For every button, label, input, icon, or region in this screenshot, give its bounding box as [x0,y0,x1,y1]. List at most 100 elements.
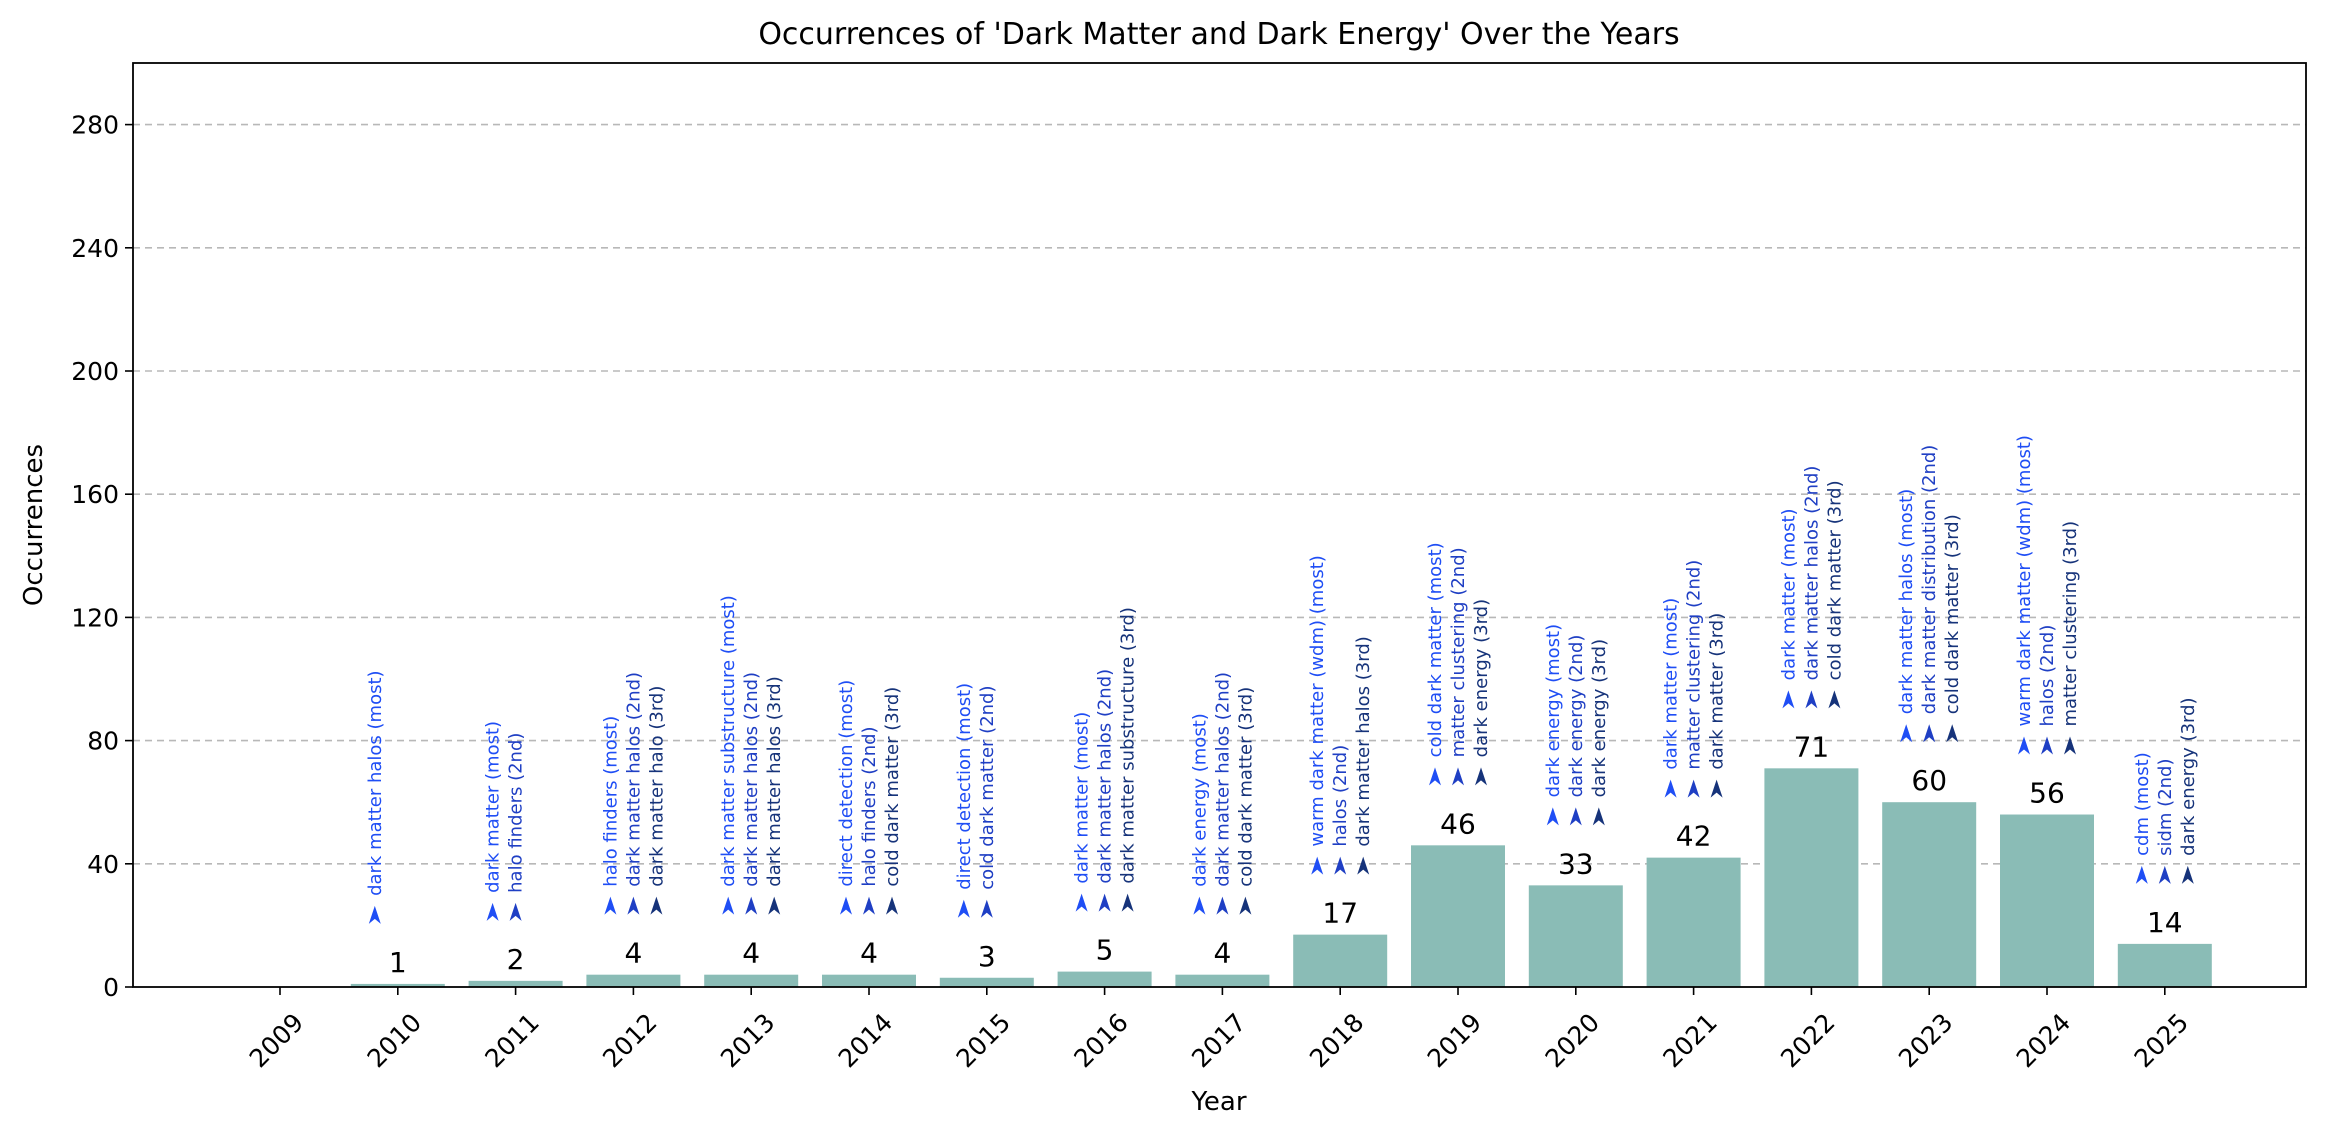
bar-value-label: 33 [1558,847,1594,880]
y-tick-label: 80 [87,727,119,756]
term-annotation: dark energy (most) [1189,713,1210,886]
y-axis: 0 40 80 120 160 200 240 280 [71,111,133,1002]
bar-value-label: 4 [742,937,760,970]
annotation-arrow [1121,893,1134,912]
bar [822,974,916,987]
bar-value-label: 4 [860,937,878,970]
term-annotation: dark energy (most) [1543,624,1564,797]
term-annotation: dark matter (3rd) [1707,613,1728,770]
bar-value-label: 4 [1213,937,1231,970]
annotation-arrow [1475,767,1487,786]
annotation-arrow [604,896,617,915]
bar-value-label: 60 [1911,764,1947,797]
term-annotation: dark matter (most) [483,721,504,893]
annotation-arrow [1805,690,1818,709]
bar-value-label: 1 [389,946,407,979]
term-annotation: dark matter substructure (most) [718,595,739,887]
term-annotation: sidm (2nd) [2155,758,2176,855]
term-annotation: dark matter halos (most) [1896,489,1917,714]
annotation-arrow [1946,724,1959,743]
bar-value-label: 17 [1322,897,1358,930]
term-annotation: halo finders (most) [600,716,621,887]
annotation-arrow [1334,856,1347,875]
annotation-arrow [1239,896,1252,915]
annotation-arrow [1782,690,1795,709]
annotation-arrow [1828,690,1841,709]
x-tick-label: 2013 [715,1008,780,1073]
term-annotation: dark energy (3rd) [1589,639,1610,797]
y-tick-label: 280 [71,111,119,140]
bar [2000,814,2094,987]
term-annotation: cdm (most) [2132,752,2153,856]
annotation-arrow [745,896,758,915]
y-tick-label: 120 [71,603,119,632]
annotation-arrow [368,905,381,924]
annotation-arrow [627,896,640,915]
annotation-arrow [957,899,970,918]
term-annotation: dark matter halos (2nd) [741,672,762,887]
term-annotation: dark matter halos (3rd) [764,676,785,886]
annotation-arrow [768,896,781,915]
term-annotation: dark matter (most) [1661,598,1682,770]
term-annotation: direct detection (most) [954,683,975,890]
annotation-arrow [1311,856,1324,875]
term-annotation: cold dark matter (most) [1425,542,1446,757]
bar-value-label: 5 [1096,934,1114,967]
term-annotation: cold dark matter (3rd) [1235,687,1256,887]
annotation-arrow [2158,865,2171,884]
term-annotation: warm dark matter (wdm) (most) [1307,555,1328,846]
bar [1764,768,1859,987]
bar-value-label: 14 [2147,906,2183,939]
bar-value-label: 71 [1794,730,1830,763]
term-annotation: halos (2nd) [1330,745,1351,847]
bar-value-label: 4 [624,937,642,970]
term-annotation: dark matter (most) [1072,712,1093,884]
term-annotation: dark matter halos (2nd) [1801,466,1822,681]
bar [468,980,563,987]
x-tick-label: 2019 [1422,1008,1487,1073]
bar [704,974,799,987]
term-annotation: halos (2nd) [2037,625,2058,727]
annotation-arrow [2181,865,2194,884]
x-tick-label: 2025 [2129,1008,2194,1073]
term-annotation: dark matter halos (2nd) [1212,672,1233,887]
annotation-arrow [486,902,499,921]
annotation-arrow [1923,724,1936,743]
term-annotation: halo finders (2nd) [859,726,880,886]
term-annotation: cold dark matter (3rd) [1824,480,1845,680]
term-annotation: dark matter halos (2nd) [1095,669,1116,884]
x-tick-label: 2014 [833,1008,898,1073]
annotation-arrow [1357,856,1370,875]
term-annotation: dark energy (3rd) [2178,697,2199,855]
annotation-arrow [1429,767,1441,786]
annotation-arrow [1216,896,1229,915]
term-annotation: dark energy (2nd) [1566,635,1587,798]
x-tick-label: 2010 [362,1008,427,1073]
plot-frame [132,62,2307,988]
x-tick-label: 2024 [2011,1008,2076,1073]
term-annotation: direct detection (most) [836,680,857,887]
bar-value-label: 56 [2029,777,2065,810]
bar [1882,802,1977,987]
annotation-arrow [1098,893,1111,912]
annotation-arrow [2064,736,2076,755]
annotation-arrow [863,896,875,915]
y-tick-label: 160 [71,480,119,509]
term-annotation: dark energy (3rd) [1471,599,1492,757]
y-tick-label: 40 [87,850,119,879]
chart-title: Occurrences of 'Dark Matter and Dark Ene… [758,17,1679,52]
annotation-arrow [886,896,898,915]
y-axis-label: Occurrences [19,444,49,606]
x-tick-label: 2009 [244,1008,309,1073]
x-tick-label: 2015 [951,1008,1016,1073]
annotation-arrow [1452,767,1464,786]
term-annotations: dark matter halos (most) dark matter (mos… [365,435,2199,924]
term-annotation: halo finders (2nd) [506,733,527,893]
annotation-arrow [1664,779,1677,798]
term-annotation: dark matter distribution (2nd) [1919,445,1940,715]
bar [1528,885,1623,987]
annotation-arrow [1900,724,1913,743]
bar-value-label: 42 [1676,820,1712,853]
annotation-arrow [1075,893,1088,912]
